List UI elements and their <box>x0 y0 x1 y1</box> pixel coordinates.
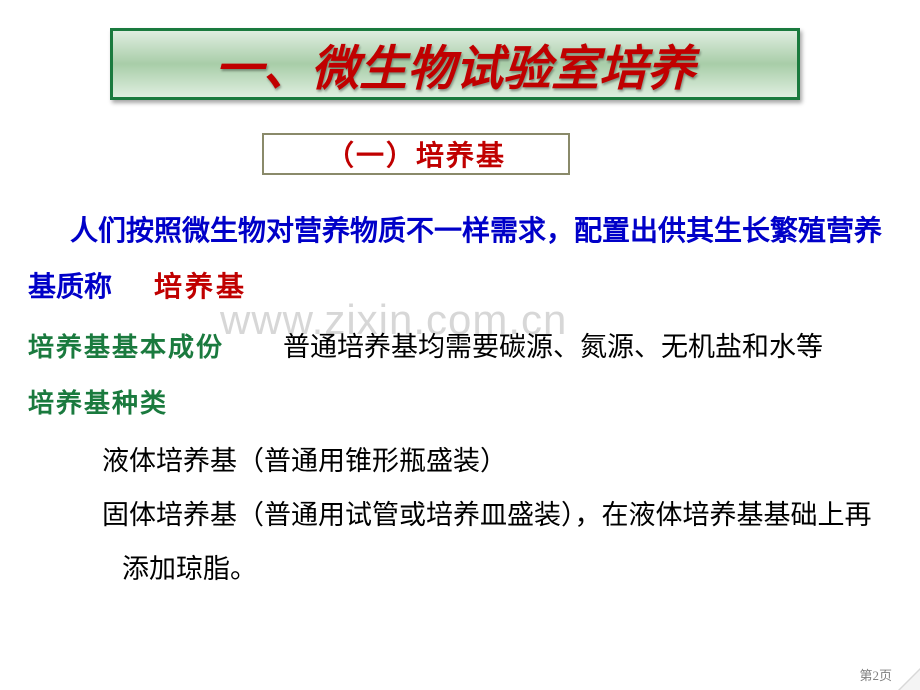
types-body: 液体培养基（普通用锥形瓶盛装） 固体培养基（普通用试管或培养皿盛装），在液体培养… <box>102 434 892 596</box>
subtitle-box: （一）培养基 <box>262 133 570 175</box>
subtitle-text: （一）培养基 <box>326 134 506 174</box>
content-area: 人们按照微生物对营养物质不一样需求，配置出供其生长繁殖营养基质称 占 培养基 培… <box>28 204 892 596</box>
page-number: 第2页 <box>859 665 892 684</box>
components-heading: 培养基基本成份 <box>28 333 224 362</box>
types-heading: 培养基种类 <box>28 378 892 430</box>
paragraph-definition: 人们按照微生物对营养物质不一样需求，配置出供其生长繁殖营养基质称 占 培养基 <box>28 204 892 316</box>
title-text: 一、微生物试验室培养 <box>215 29 695 99</box>
title-box: 一、微生物试验室培养 <box>110 28 800 100</box>
types-line2: 固体培养基（普通用试管或培养皿盛装），在液体培养基基础上再添加琼脂。 <box>102 488 892 596</box>
section-components: 培养基基本成份 普通培养基均需要碳源、氮源、无机盐和水等 <box>28 322 892 374</box>
types-line1: 液体培养基（普通用锥形瓶盛装） <box>102 434 892 488</box>
section-types: 培养基种类 液体培养基（普通用锥形瓶盛装） 固体培养基（普通用试管或培养皿盛装）… <box>28 378 892 596</box>
page-curl <box>900 670 920 690</box>
para1-term: 培养基 <box>154 272 247 303</box>
components-body: 普通培养基均需要碳源、氮源、无机盐和水等 <box>283 322 823 373</box>
